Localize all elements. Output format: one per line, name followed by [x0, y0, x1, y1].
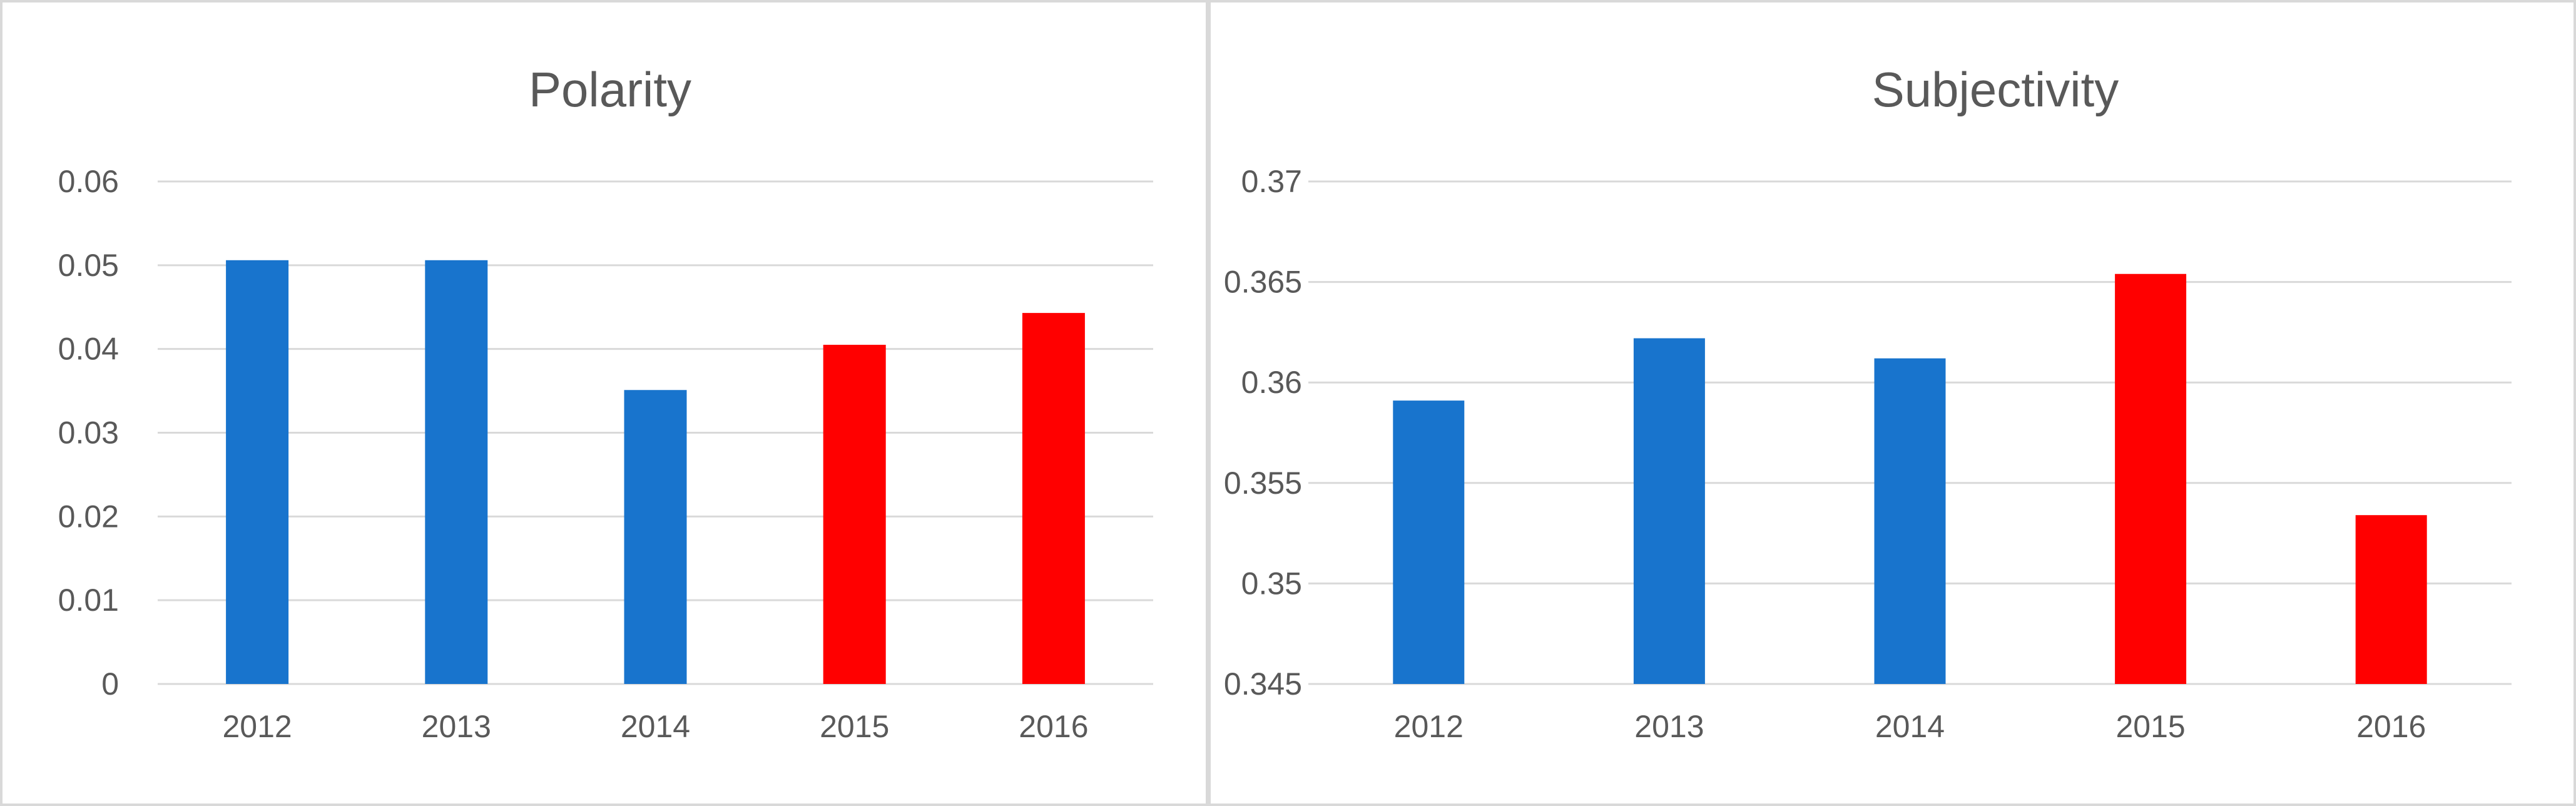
- chart-title: Subjectivity: [1872, 62, 2119, 117]
- bar-2012: [1393, 400, 1465, 684]
- y-tick-label: 0.35: [1241, 566, 1302, 601]
- bar-2016: [2355, 515, 2427, 684]
- bar-2015: [2115, 273, 2187, 684]
- x-tick-label: 2012: [222, 709, 292, 744]
- x-tick-label: 2016: [2356, 709, 2426, 744]
- x-tick-label: 2014: [1875, 709, 1945, 744]
- y-tick-label: 0.06: [58, 164, 119, 199]
- x-tick-label: 2013: [1634, 709, 1704, 744]
- y-tick-label: 0.365: [1224, 265, 1302, 300]
- bar-2015: [823, 344, 886, 684]
- y-tick-label: 0.04: [58, 332, 119, 367]
- bar-2016: [1022, 313, 1085, 684]
- bars: [226, 260, 1085, 684]
- gridlines: [158, 180, 1153, 685]
- bar-2013: [425, 260, 488, 684]
- bar-2013: [1633, 338, 1705, 684]
- x-tick-label: 2014: [621, 709, 690, 744]
- y-tick-label: 0.01: [58, 583, 119, 618]
- x-tick-label: 2015: [820, 709, 889, 744]
- bars: [1393, 273, 2427, 684]
- subjectivity-chart-panel: Subjectivity 0.345 0.35 0.355 0.36 0.365 0.37…: [1208, 0, 2576, 806]
- y-tick-label: 0.05: [58, 248, 119, 283]
- x-tick-label: 2016: [1019, 709, 1088, 744]
- x-axis-ticks: 2012 2013 2014 2015 2016: [1394, 709, 2426, 744]
- polarity-chart: Polarity 00.010.020.030.040.050.06 2012 2…: [0, 0, 1208, 806]
- bar-2012: [226, 260, 289, 684]
- y-tick-label: 0.345: [1224, 666, 1302, 701]
- chart-title: Polarity: [529, 62, 691, 117]
- y-tick-label: 0.36: [1241, 365, 1302, 400]
- subjectivity-chart: Subjectivity 0.345 0.35 0.355 0.36 0.365 0.37…: [1208, 0, 2576, 806]
- y-axis-ticks: 0 0.01 0.02 0.03 0.04 0.05 0.06: [58, 164, 119, 701]
- x-tick-label: 2012: [1394, 709, 1464, 744]
- y-tick-label: 0.37: [1241, 164, 1302, 199]
- x-tick-label: 2015: [2115, 709, 2185, 744]
- y-tick-label: 0.03: [58, 416, 119, 451]
- y-tick-label: 0: [101, 666, 119, 701]
- chart-frame: [0, 0, 1208, 806]
- y-axis-ticks: 0.345 0.35 0.355 0.36 0.365 0.37: [1224, 164, 1302, 701]
- x-axis-ticks: 2012 2013 2014 2015 2016: [222, 709, 1088, 744]
- polarity-chart-panel: Polarity 0 0.01 0.02 0.03 0.04 0.05 0.06 2012 2…: [0, 0, 1208, 806]
- y-tick-label: 0.02: [58, 499, 119, 534]
- y-tick-label: 0.355: [1224, 466, 1302, 501]
- bar-2014: [624, 390, 687, 684]
- bar-2014: [1874, 358, 1946, 684]
- x-tick-label: 2013: [422, 709, 491, 744]
